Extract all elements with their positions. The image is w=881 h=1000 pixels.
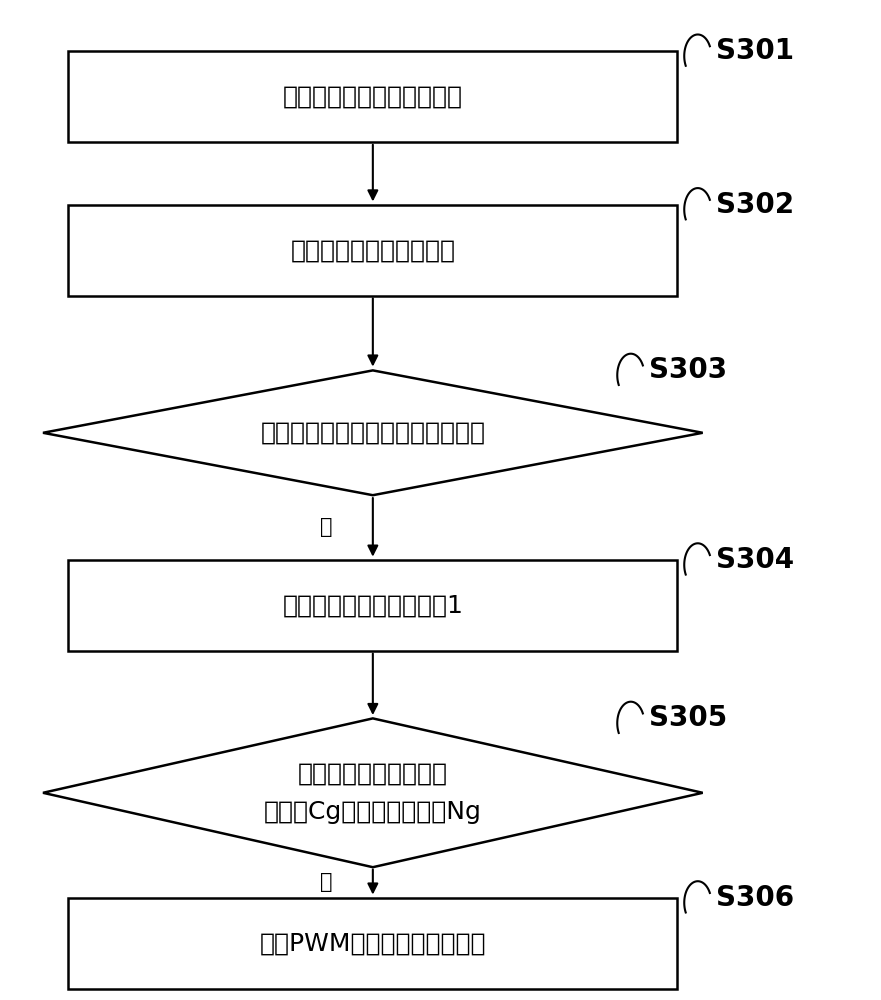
Text: S304: S304 [716,546,794,574]
Polygon shape [43,370,703,495]
Polygon shape [43,718,703,867]
Text: 是: 是 [320,517,332,537]
Text: 将短地故障计数器的值加1: 将短地故障计数器的值加1 [283,594,463,618]
Text: 是: 是 [320,872,332,892]
Text: S306: S306 [716,884,794,912]
Text: 判断反馈信号端状态是否为低电平: 判断反馈信号端状态是否为低电平 [261,421,485,445]
FancyBboxPatch shape [69,898,677,989]
Text: S303: S303 [649,356,727,384]
Text: 实时读取反馈信号端状态: 实时读取反馈信号端状态 [291,238,455,262]
Text: 输出PWM输出故障为短地故障: 输出PWM输出故障为短地故障 [260,932,486,956]
Text: 判断短地故障计数器的
计数值Cg是否大于预设值Ng: 判断短地故障计数器的 计数值Cg是否大于预设值Ng [264,761,482,824]
Text: 设置反馈信号端为普通输入: 设置反馈信号端为普通输入 [283,85,463,109]
Text: S305: S305 [649,704,727,732]
Text: S301: S301 [716,37,794,65]
Text: S302: S302 [716,191,794,219]
FancyBboxPatch shape [69,205,677,296]
FancyBboxPatch shape [69,560,677,651]
FancyBboxPatch shape [69,51,677,142]
